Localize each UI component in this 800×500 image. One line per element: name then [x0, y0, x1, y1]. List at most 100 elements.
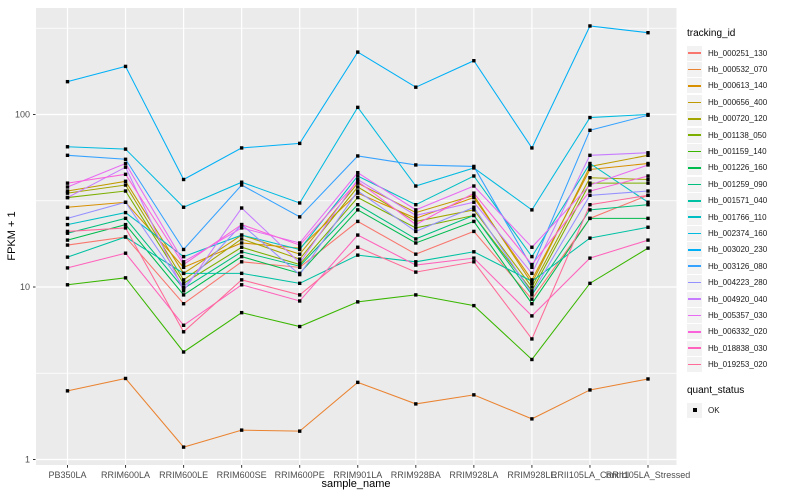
legend-key	[687, 225, 702, 241]
data-point	[356, 174, 360, 178]
legend-item-Hb_003126_080: Hb_003126_080	[687, 258, 799, 274]
data-point	[356, 189, 360, 193]
data-point	[123, 226, 128, 230]
data-point	[356, 195, 360, 200]
data-point	[588, 281, 592, 286]
legend-key	[687, 144, 702, 160]
legend-item-Hb_001766_110: Hb_001766_110	[687, 209, 799, 225]
data-point	[646, 238, 650, 242]
data-point	[239, 283, 244, 287]
data-point	[472, 229, 476, 234]
data-point	[530, 208, 534, 212]
legend-label: Hb_019253_020	[708, 360, 768, 370]
legend-label: Hb_018838_030	[708, 343, 768, 353]
data-point	[472, 59, 476, 63]
legend-item-Hb_002374_160: Hb_002374_160	[687, 225, 799, 241]
data-point	[472, 208, 476, 212]
legend-key	[687, 160, 702, 176]
data-point	[65, 238, 70, 242]
data-point	[356, 177, 360, 182]
data-point	[181, 445, 186, 449]
data-point	[298, 281, 302, 286]
data-point	[181, 177, 186, 182]
data-point	[530, 357, 534, 362]
legend-item-quant-OK: OK	[687, 402, 799, 418]
data-point	[646, 151, 650, 155]
legend-label: Hb_000613_140	[708, 81, 768, 91]
data-point	[181, 265, 186, 270]
data-point	[356, 185, 360, 189]
data-point	[65, 181, 70, 185]
data-point	[530, 254, 534, 259]
data-point	[414, 229, 418, 234]
data-point	[646, 181, 650, 185]
legend-key	[687, 209, 702, 225]
legend-key	[687, 127, 702, 143]
data-point	[472, 200, 476, 204]
data-point	[181, 260, 186, 264]
data-point	[356, 233, 360, 237]
data-point	[646, 153, 650, 158]
data-point	[65, 185, 70, 189]
data-point	[356, 181, 360, 185]
data-point	[298, 257, 302, 261]
legend-key	[687, 275, 702, 291]
data-point	[356, 245, 360, 249]
y-tick-label: 1	[25, 455, 30, 465]
data-point	[588, 164, 592, 169]
data-point	[414, 210, 418, 215]
data-point	[356, 300, 360, 304]
data-point	[530, 302, 534, 306]
legend-key	[687, 176, 702, 192]
data-point	[298, 201, 302, 205]
data-point	[530, 265, 534, 270]
data-point	[65, 243, 70, 247]
data-point	[472, 256, 476, 260]
legend-label: Hb_001571_040	[708, 196, 768, 206]
data-point	[530, 314, 534, 318]
legend-item-Hb_001259_090: Hb_001259_090	[687, 176, 799, 192]
legend-label: Hb_001226_160	[708, 163, 768, 173]
data-point	[646, 163, 650, 167]
data-point	[646, 177, 650, 182]
series-color-line-icon	[688, 363, 701, 366]
data-point	[123, 210, 128, 215]
data-point	[646, 216, 650, 221]
data-point	[588, 193, 592, 198]
data-point	[588, 161, 592, 166]
data-point	[65, 189, 70, 193]
data-point	[239, 241, 244, 245]
legend-item-Hb_000613_140: Hb_000613_140	[687, 78, 799, 94]
x-tick-label: RRIM600SE	[217, 470, 267, 480]
data-point	[181, 302, 186, 306]
x-tick-label: RRIM600LA	[101, 470, 150, 480]
data-point	[123, 165, 128, 169]
data-point	[530, 289, 534, 293]
data-point	[414, 237, 418, 241]
data-point	[298, 252, 302, 256]
data-point	[65, 195, 70, 200]
legend: tracking_id Hb_000251_130 Hb_000532_070 Hb…	[687, 28, 799, 418]
data-point	[65, 79, 70, 84]
data-point	[123, 179, 128, 183]
data-point	[646, 202, 650, 207]
data-point	[646, 377, 650, 381]
legend-label: Hb_003020_230	[708, 245, 768, 255]
x-tick-label: RRIM928LA	[449, 470, 498, 480]
data-point	[414, 402, 418, 406]
data-point	[414, 252, 418, 256]
data-point	[646, 193, 650, 198]
data-point	[181, 281, 186, 286]
data-point	[472, 205, 476, 209]
data-point	[356, 154, 360, 158]
data-point	[472, 303, 476, 308]
data-point	[239, 222, 244, 227]
data-point	[123, 251, 128, 255]
legend-label: Hb_000656_400	[708, 97, 768, 107]
legend-item-Hb_000720_120: Hb_000720_120	[687, 111, 799, 127]
data-point	[298, 141, 302, 146]
data-point	[65, 222, 70, 227]
legend-item-Hb_006332_020: Hb_006332_020	[687, 324, 799, 340]
data-point	[239, 237, 244, 241]
data-point	[588, 115, 592, 120]
